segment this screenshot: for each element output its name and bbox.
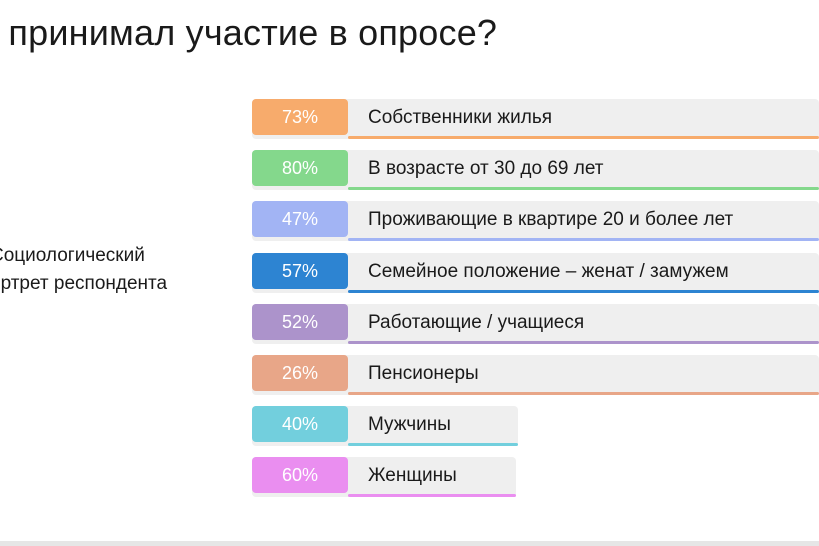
stat-row: 26% Пенсионеры	[252, 355, 819, 395]
percent-badge: 47%	[252, 201, 348, 237]
stat-row: 52% Работающие / учащиеся	[252, 304, 819, 344]
row-label: Женщины	[368, 465, 457, 486]
row-underline	[348, 238, 819, 241]
stat-row: 47% Проживающие в квартире 20 и более ле…	[252, 201, 819, 241]
row-label: В возрасте от 30 до 69 лет	[368, 158, 604, 179]
row-label: Работающие / учащиеся	[368, 312, 585, 333]
row-label: Проживающие в квартире 20 и более лет	[368, 209, 734, 230]
stat-row: 80% В возрасте от 30 до 69 лет	[252, 150, 819, 190]
side-label-line-1: Социологический	[0, 245, 145, 266]
percent-badge: 52%	[252, 304, 348, 340]
percent-badge: 80%	[252, 150, 348, 186]
stat-row: 57% Семейное положение – женат / замужем	[252, 253, 819, 293]
row-underline	[348, 443, 518, 446]
percent-badge: 60%	[252, 457, 348, 493]
row-underline	[348, 136, 819, 139]
row-label: Пенсионеры	[368, 363, 479, 384]
row-underline	[348, 187, 819, 190]
stat-row: 40% Мужчины	[252, 406, 518, 446]
stat-row: 60% Женщины	[252, 457, 516, 497]
percent-badge: 26%	[252, 355, 348, 391]
row-underline	[348, 392, 819, 395]
percent-badge: 40%	[252, 406, 348, 442]
side-label-line-2: ортрет респондента	[0, 273, 168, 294]
row-label: Собственники жилья	[368, 107, 553, 128]
row-underline	[348, 341, 819, 344]
side-label: Социологический ортрет респондента	[0, 242, 167, 298]
row-label: Мужчины	[368, 414, 451, 435]
bottom-divider	[0, 541, 819, 546]
slide-title: о принимал участие в опросе?	[0, 12, 498, 53]
percent-badge: 73%	[252, 99, 348, 135]
row-underline	[348, 494, 516, 497]
row-underline	[348, 290, 819, 293]
row-label: Семейное положение – женат / замужем	[368, 261, 729, 282]
percent-badge: 57%	[252, 253, 348, 289]
stat-row: 73% Собственники жилья	[252, 99, 819, 139]
